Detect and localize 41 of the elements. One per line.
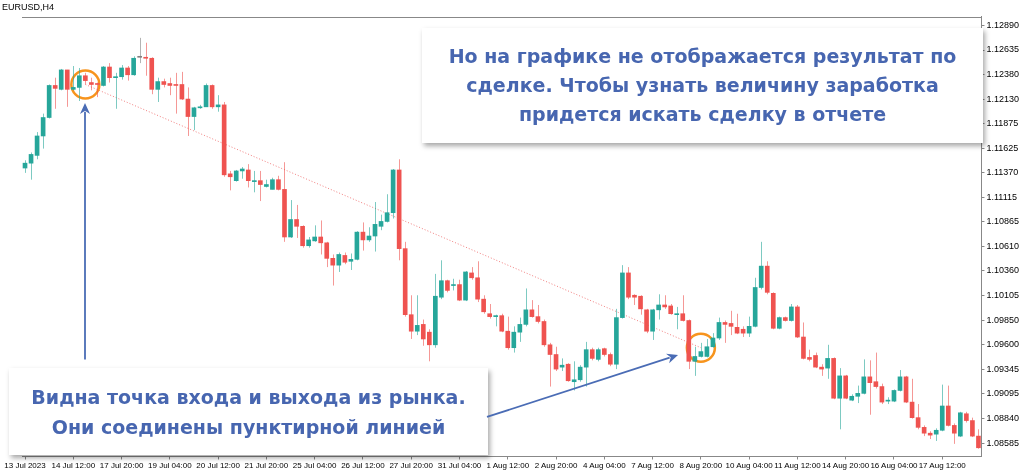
y-tick-label: 1.11370 (986, 167, 1019, 178)
y-tick-label: 1.11625 (986, 142, 1019, 153)
y-tick-label: 1.10360 (986, 265, 1020, 276)
y-tick-label: 1.08840 (986, 413, 1020, 424)
x-tick-label: 11 Aug 12:00 (774, 460, 822, 470)
y-tick-label: 1.10610 (986, 241, 1020, 252)
x-tick-label: 19 Jul 04:00 (148, 460, 193, 470)
x-tick-label: 7 Aug 12:00 (631, 460, 675, 470)
annotation: Видна точка входа и выхода из рынка. Они соединены пунктирной линией (30, 384, 467, 440)
x-tick-label: 1 Aug 12:00 (486, 460, 530, 470)
y-tick-label: 1.12380 (986, 69, 1020, 80)
x-tick-label: 13 Jul 2023 (4, 460, 47, 470)
x-tick-label: 17 Aug 12:00 (918, 460, 967, 470)
y-tick-label: 1.09600 (986, 339, 1020, 350)
annotation: Но на графике не отображается результат по сделке. Чтобы узнать величину заработка придется искать сделку в отчете (447, 44, 958, 127)
y-tick-label: 1.12890 (986, 19, 1020, 30)
x-tick-label: 27 Jul 20:00 (389, 460, 434, 470)
x-tick-label: 4 Aug 04:00 (582, 460, 627, 470)
y-tick-label: 1.12635 (986, 44, 1020, 55)
y-tick-label: 1.10105 (986, 290, 1020, 301)
x-tick-label: 17 Jul 20:00 (99, 460, 144, 470)
y-tick-label: 1.09345 (986, 364, 1020, 375)
x-tick-label: 2 Aug 20:00 (534, 460, 578, 470)
x-tick-label: 26 Jul 12:00 (341, 460, 386, 470)
y-tick-label: 1.10865 (986, 216, 1020, 227)
y-tick-label: 1.11875 (986, 118, 1019, 129)
x-tick-label: 8 Aug 20:00 (679, 460, 723, 470)
y-tick-label: 1.12130 (986, 93, 1020, 104)
x-tick-label: 20 Jul 12:00 (196, 460, 241, 470)
x-tick-label: 31 Jul 04:00 (437, 460, 482, 470)
x-tick-label: 10 Aug 04:00 (725, 460, 774, 470)
x-tick-label: 14 Jul 12:00 (51, 460, 96, 470)
y-tick-label: 1.09850 (986, 315, 1020, 325)
y-tick-label: 1.08585 (986, 437, 1020, 448)
x-tick-label: 16 Aug 04:00 (870, 460, 919, 470)
x-tick-label: 21 Jul 20:00 (244, 460, 289, 470)
chart-title: EURUSD,H4 (2, 2, 55, 12)
y-tick-label: 1.11115 (986, 192, 1017, 203)
x-tick-label: 25 Jul 04:00 (292, 460, 338, 470)
x-tick-label: 14 Aug 20:00 (822, 460, 870, 470)
y-tick-label: 1.09095 (986, 388, 1020, 399)
